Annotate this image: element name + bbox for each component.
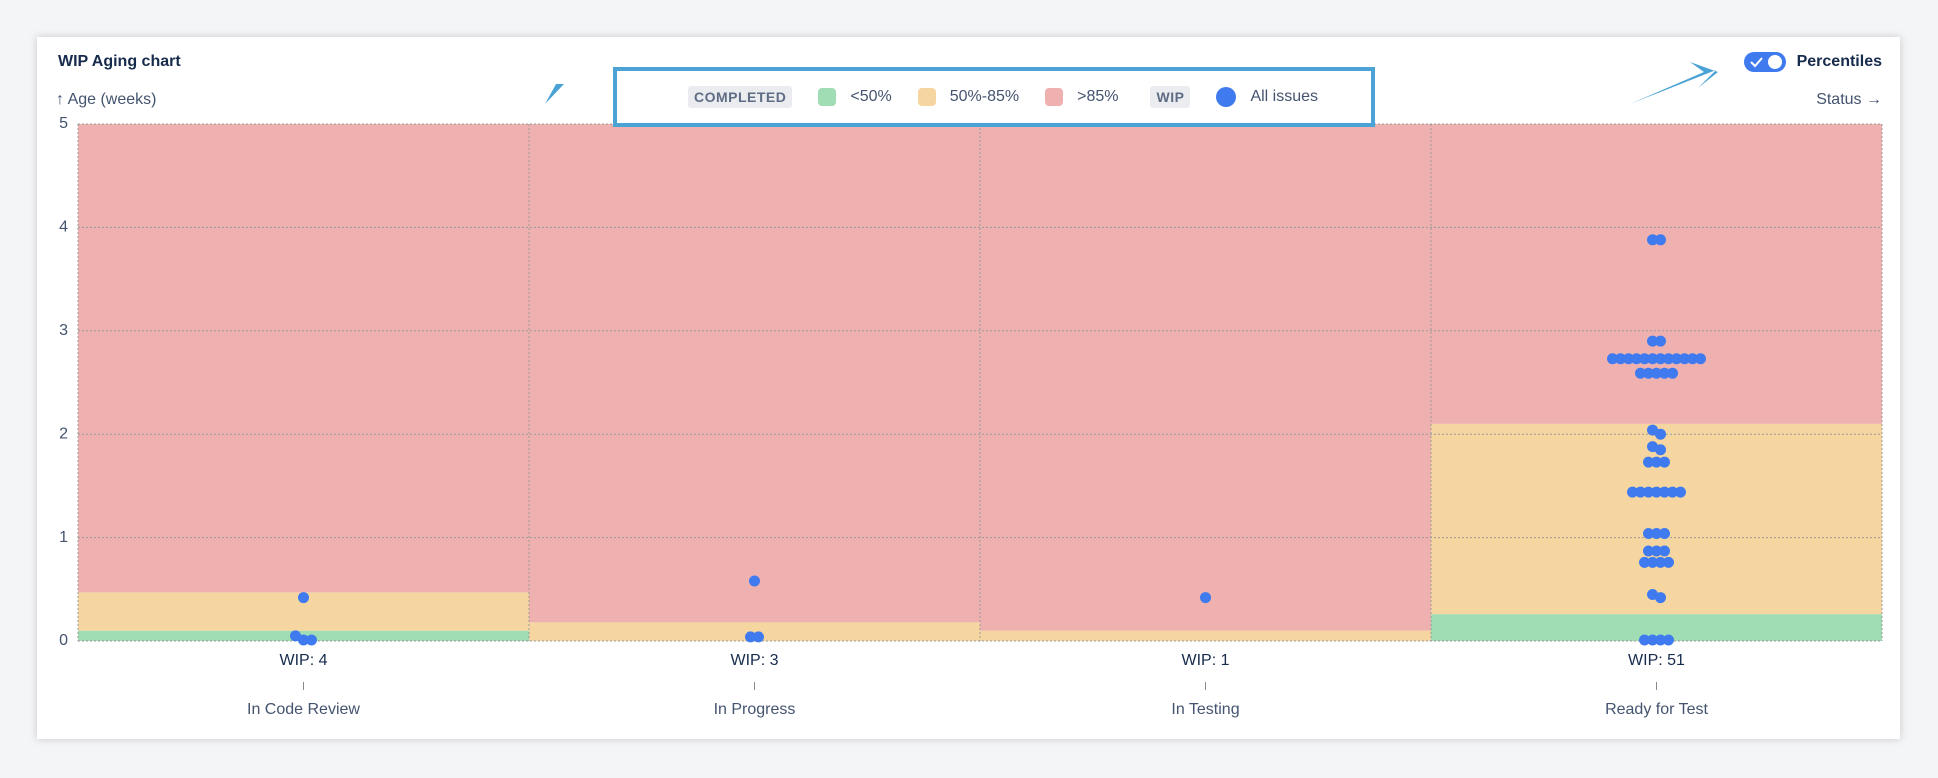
wip-label: WIP: 51 (1628, 652, 1685, 669)
issue-point (1659, 545, 1670, 557)
issue-point (1695, 353, 1706, 365)
legend-badge: WIP (1150, 86, 1191, 108)
issue-point (1663, 634, 1674, 646)
legend-dot (1216, 87, 1237, 107)
percentile-band (1431, 124, 1882, 424)
issue-point (298, 592, 309, 604)
x-axis-label: Status → (1816, 91, 1882, 108)
legend-label: <50% (850, 88, 892, 105)
percentile-band (529, 124, 980, 623)
issue-point (1639, 634, 1650, 646)
toggle-check (1750, 57, 1763, 68)
issue-point (1635, 367, 1646, 379)
issue-point (1679, 353, 1690, 365)
issue-point (749, 575, 760, 587)
y-tick-label: 2 (59, 425, 68, 442)
issue-point (1643, 456, 1654, 468)
y-axis-label: ↑ Age (weeks) (56, 91, 156, 108)
issue-point (1647, 234, 1658, 246)
issue-point (1651, 486, 1662, 498)
issue-point (1635, 486, 1646, 498)
issue-point (1659, 456, 1670, 468)
issue-point (1663, 353, 1674, 365)
y-tick-label: 4 (59, 219, 68, 236)
issue-point (1655, 428, 1666, 440)
issue-point (1655, 353, 1666, 365)
issue-point (1643, 367, 1654, 379)
y-tick-label: 1 (59, 529, 68, 546)
issue-point (1639, 556, 1650, 568)
callout-arrow (478, 65, 564, 104)
x-tick-label: Ready for Test (1605, 701, 1708, 718)
toggle[interactable] (1744, 52, 1786, 72)
issue-point (1655, 634, 1666, 646)
legend-label: >85% (1077, 88, 1119, 105)
issue-point (1623, 353, 1634, 365)
issue-point (1667, 486, 1678, 498)
issue-point (1655, 444, 1666, 456)
legend-swatch (1045, 88, 1064, 106)
issue-point (1651, 527, 1662, 539)
issue-point (1659, 367, 1670, 379)
issue-point (1643, 527, 1654, 539)
x-tick-label: In Progress (714, 701, 796, 718)
x-tick-label: In Code Review (247, 701, 360, 718)
legend-swatch (818, 88, 837, 106)
issue-point (1643, 486, 1654, 498)
issue-point (1651, 545, 1662, 557)
x-tick-label: In Testing (1171, 701, 1239, 718)
percentile-band (78, 124, 529, 593)
issue-point (298, 634, 309, 646)
wip-label: WIP: 3 (730, 652, 778, 669)
issue-point (1615, 353, 1626, 365)
toggle-knob[interactable] (1768, 55, 1782, 69)
issue-point (745, 631, 756, 643)
issue-point (1647, 353, 1658, 365)
y-tick-label: 3 (59, 322, 68, 339)
issue-point (306, 634, 317, 646)
issue-point (1667, 367, 1678, 379)
percentile-band (980, 124, 1431, 631)
issue-point (1655, 556, 1666, 568)
issue-point (1647, 335, 1658, 347)
wip-label: WIP: 4 (279, 652, 327, 669)
chart-title: WIP Aging chart (58, 53, 181, 70)
legend-swatch (917, 88, 936, 106)
issue-point (1607, 353, 1618, 365)
issue-point (1647, 556, 1658, 568)
issue-point (1675, 486, 1686, 498)
legend-label: 50%-85% (949, 88, 1020, 105)
wip-label: WIP: 1 (1181, 652, 1229, 669)
issue-point (1631, 353, 1642, 365)
legend-badge: COMPLETED (687, 86, 793, 108)
issue-point (1659, 486, 1670, 498)
percentile-band (529, 622, 980, 641)
issue-point (1687, 353, 1698, 365)
issue-point (1651, 456, 1662, 468)
issue-point (1663, 556, 1674, 568)
toggle-label[interactable]: Percentiles (1797, 53, 1882, 70)
issue-point (1627, 486, 1638, 498)
issue-point (1671, 353, 1682, 365)
issue-point (1659, 527, 1670, 539)
issue-point (1639, 353, 1650, 365)
y-tick-label: 5 (59, 115, 68, 132)
legend-label: All issues (1250, 88, 1319, 105)
issue-point (1647, 634, 1658, 646)
issue-point (1200, 592, 1211, 604)
percentile-band (1431, 423, 1882, 615)
callout-arrow (1630, 62, 1718, 104)
issue-point (1655, 234, 1666, 246)
issue-point (1643, 545, 1654, 557)
percentile-band (980, 630, 1431, 641)
y-tick-label: 0 (59, 632, 68, 649)
issue-point (1651, 367, 1662, 379)
issue-point (753, 631, 764, 643)
issue-point (1655, 592, 1666, 604)
legend: COMPLETED <50% 50%-85% >85% WIP All issues (613, 67, 1375, 127)
issue-point (1655, 335, 1666, 347)
